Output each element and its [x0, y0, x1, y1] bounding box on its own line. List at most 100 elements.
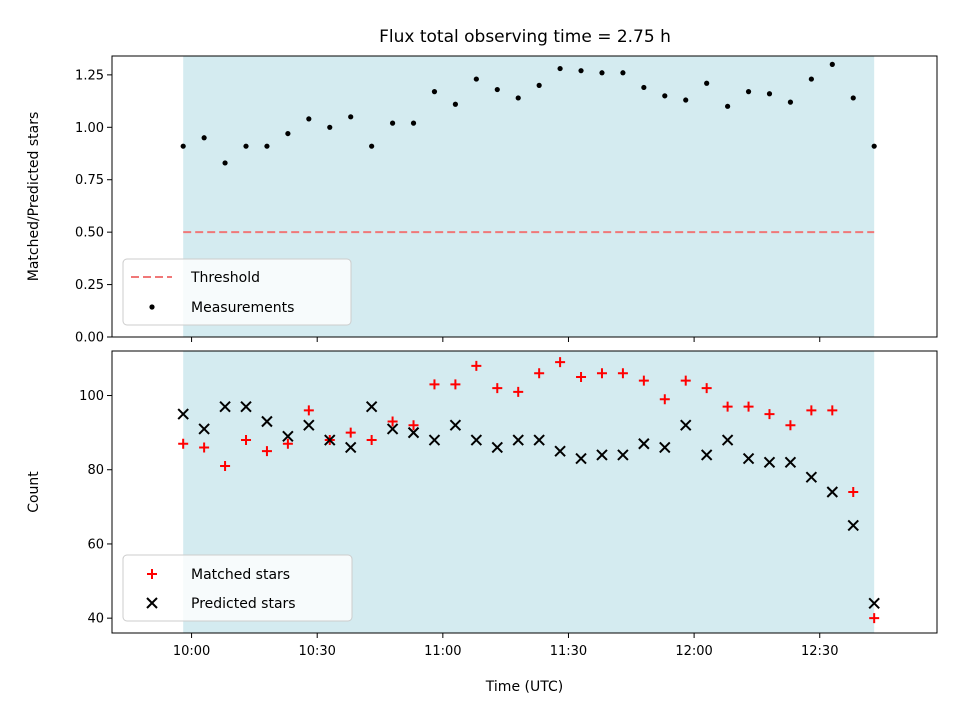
predicted-star-point [282, 430, 294, 443]
measurement-point [348, 114, 354, 120]
predicted-star-point [303, 419, 315, 431]
top-legend: Threshold Measurements [122, 258, 352, 326]
legend-measurement-swatch [149, 304, 155, 310]
predicted-star-point [847, 519, 859, 532]
matched-star-point [785, 420, 796, 431]
matched-star-point [241, 435, 252, 446]
measurement-point [243, 143, 249, 149]
matched-star-point [869, 613, 880, 624]
y-tick-label: 0.25 [75, 278, 104, 293]
matched-star-point [345, 427, 356, 438]
predicted-star-point [344, 441, 357, 454]
y-axis-label: Matched/Predicted stars [26, 112, 42, 282]
matched-star-point [450, 379, 461, 390]
y-tick-label: 0.75 [75, 173, 104, 188]
matched-star-point [261, 446, 272, 457]
x-axis-label: Time (UTC) [485, 679, 563, 695]
legend-box [122, 258, 352, 326]
predicted-star-point [680, 419, 692, 431]
y-tick-label: 100 [79, 389, 104, 404]
measurement-point [829, 61, 835, 67]
measurement-point [557, 65, 563, 72]
predicted-star-point [240, 400, 252, 413]
measurement-point [620, 70, 626, 76]
y-tick-label: 0.00 [75, 331, 104, 346]
matched-star-point [764, 409, 775, 420]
matched-star-point [303, 405, 314, 416]
measurement-point [704, 80, 710, 86]
measurement-point [536, 82, 542, 88]
predicted-star-point [324, 434, 336, 446]
matched-star-point [513, 386, 524, 397]
predicted-star-point [638, 438, 650, 450]
y-tick-label: 0.50 [75, 226, 104, 241]
matched-star-point [534, 368, 545, 379]
predicted-star-point [554, 445, 566, 457]
top-axes-frame [111, 55, 938, 338]
chart-title: Flux total observing time = 2.75 h [379, 27, 671, 47]
predicted-star-point [261, 415, 273, 428]
matched-star-point [659, 394, 670, 405]
matched-star-point [366, 435, 377, 446]
measurement-point [808, 76, 814, 82]
predicted-star-point [784, 456, 797, 469]
measurement-point [578, 68, 584, 74]
y-tick-label: 60 [87, 537, 104, 552]
measurement-point [306, 116, 312, 122]
x-tick-label: 10:00 [173, 644, 210, 659]
predicted-star-point [617, 449, 629, 461]
predicted-star-point [868, 597, 880, 610]
matched-star-point [701, 383, 712, 394]
measurement-point [327, 124, 333, 130]
predicted-star-point [219, 400, 231, 413]
measurement-point [745, 89, 752, 95]
x-tick-label: 12:30 [801, 644, 838, 659]
matched-star-point [220, 461, 231, 472]
x-tick-label: 12:00 [675, 644, 712, 659]
measurement-point [222, 160, 228, 166]
measurement-point [683, 97, 689, 103]
predicted-star-point [763, 456, 776, 469]
y-tick-label: 80 [87, 463, 104, 478]
matched-star-point [199, 442, 210, 453]
predicted-star-point [575, 452, 587, 465]
y-tick-label: 1.00 [75, 121, 104, 136]
measurement-point [264, 143, 270, 149]
measurement-point [599, 70, 605, 76]
predicted-star-point [198, 423, 210, 435]
measurement-point [180, 143, 186, 149]
matched-star-point [429, 379, 440, 390]
y-tick-label: 40 [87, 612, 104, 627]
predicted-star-point [596, 449, 608, 461]
measurement-point [871, 143, 877, 149]
legend-matched-swatch [147, 569, 157, 579]
matched-star-point [848, 487, 859, 497]
measurement-point [389, 120, 396, 126]
matched-star-point [806, 405, 817, 416]
predicted-star-point [428, 434, 441, 446]
bottom-panel: 40 60 80 100 10:00 10:30 11:00 11:30 12:00 12:30 C… [26, 350, 938, 695]
predicted-star-point [805, 471, 818, 483]
matched-star-point [282, 438, 293, 449]
matched-star-point [827, 405, 838, 416]
measurement-point [787, 99, 794, 105]
matched-star-point [492, 383, 503, 394]
predicted-star-point [826, 486, 839, 498]
predicted-star-point [491, 441, 503, 454]
matched-star-point [471, 360, 482, 371]
bottom-legend: Matched stars Predicted stars [122, 554, 353, 622]
measurement-point [850, 95, 856, 101]
predicted-star-point [512, 434, 524, 446]
legend-matched-label: Matched stars [191, 567, 290, 583]
predicted-star-point [470, 434, 483, 446]
matched-star-point [680, 375, 691, 386]
x-tick-label: 11:00 [424, 644, 461, 659]
matched-star-point [387, 416, 398, 427]
measurement-point [641, 84, 647, 91]
measurement-point [410, 120, 417, 126]
predicted-star-point [700, 449, 713, 461]
measurement-point [662, 93, 668, 99]
matched-star-point [743, 401, 754, 412]
matched-star-point [576, 371, 587, 382]
